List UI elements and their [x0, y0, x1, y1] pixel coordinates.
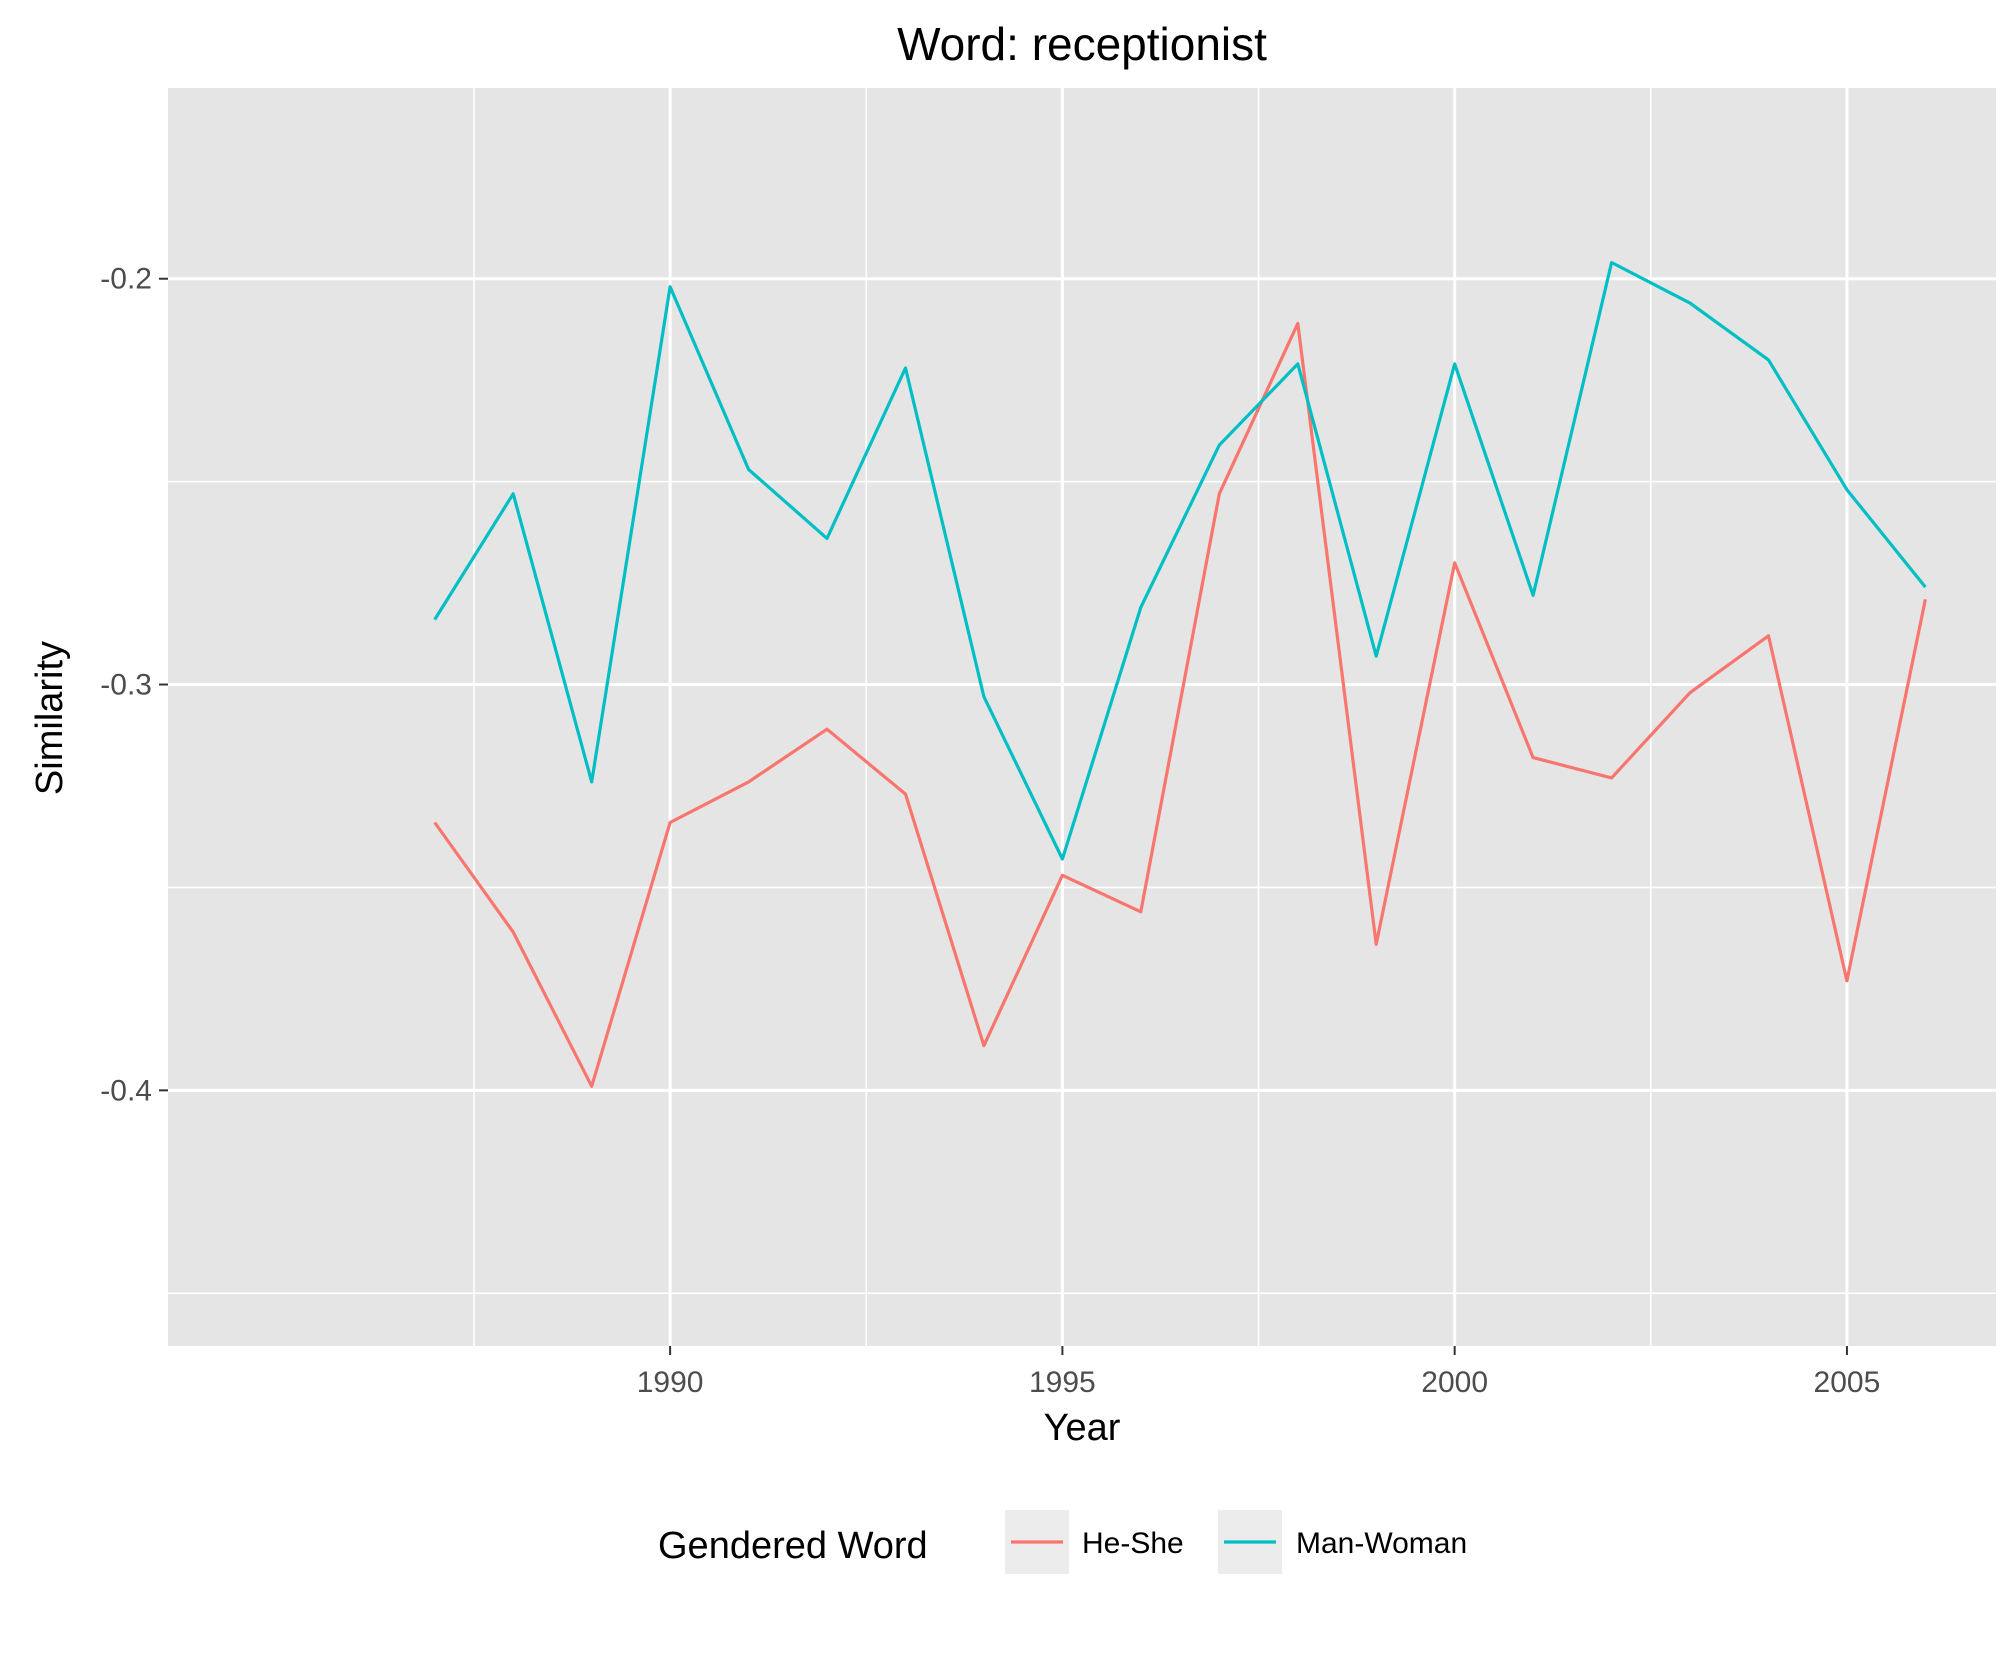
major-gridlines [168, 88, 1996, 1346]
legend-item-man-woman: Man-Woman [1218, 1510, 1467, 1574]
legend-title: Gendered Word [658, 1525, 928, 1567]
x-axis-ticks: 1990 1995 2000 2005 [637, 1346, 1881, 1399]
y-tick-label: -0.4 [100, 1074, 152, 1107]
legend: Gendered Word He-She Man-Woman [658, 1510, 1467, 1574]
x-tick-label: 2000 [1421, 1366, 1488, 1399]
x-tick-label: 2005 [1814, 1366, 1881, 1399]
x-tick-label: 1995 [1029, 1366, 1096, 1399]
legend-item-he-she: He-She [1005, 1510, 1184, 1574]
series-line-man-woman [433, 260, 1927, 861]
series-line-he-she [433, 321, 1927, 1088]
x-axis-title: Year [1044, 1407, 1121, 1449]
series-lines [433, 260, 1927, 1088]
y-axis-ticks: -0.4 -0.3 -0.2 [100, 263, 168, 1107]
minor-gridlines [168, 88, 1996, 1346]
y-axis-title: Similarity [29, 641, 71, 795]
y-tick-label: -0.3 [100, 669, 152, 702]
x-tick-label: 1990 [637, 1366, 704, 1399]
y-tick-label: -0.2 [100, 263, 152, 296]
plot-panel [168, 88, 1996, 1346]
legend-label-he-she: He-She [1082, 1527, 1184, 1560]
legend-label-man-woman: Man-Woman [1296, 1527, 1467, 1560]
chart-title: Word: receptionist [897, 18, 1267, 70]
